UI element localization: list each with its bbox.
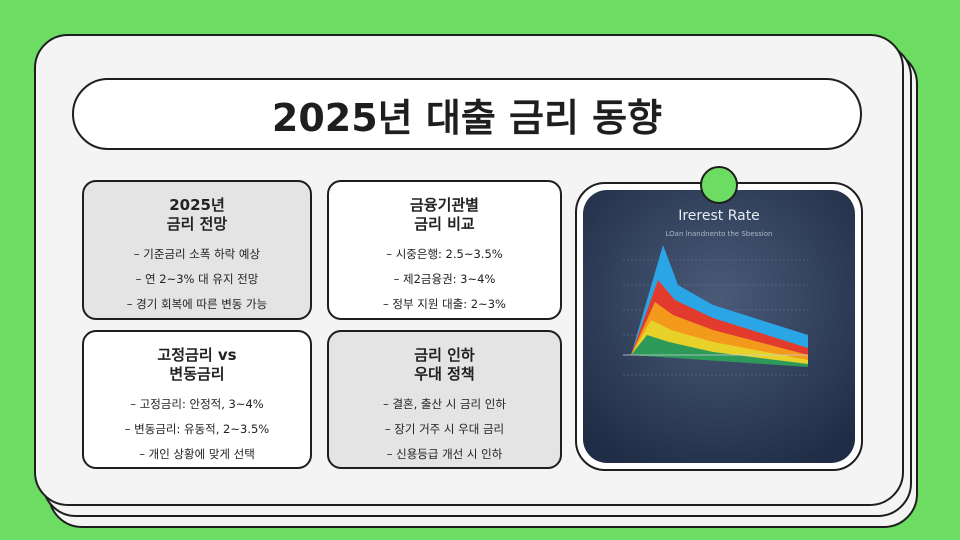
- card-title-line: 변동금리: [169, 365, 225, 383]
- info-card: 고정금리 vs 변동금리 – 고정금리: 안정적, 3~4% – 변동금리: 유동적,…: [82, 330, 312, 469]
- card-title: 고정금리 vs 변동금리: [84, 346, 310, 384]
- card-title-line: 금융기관별: [409, 196, 479, 214]
- card-item: – 제2금융권: 3~4%: [393, 272, 496, 286]
- image-subtitle: LOan lnandnento the Sbession: [666, 230, 773, 238]
- card-title-line: 우대 정책: [414, 365, 475, 383]
- card-title-line: 금리 비교: [414, 215, 475, 233]
- card-item: – 장기 거주 시 우대 금리: [384, 422, 505, 436]
- card-item: – 연 2~3% 대 유지 전망: [135, 272, 259, 286]
- image-title: Irerest Rate: [678, 208, 760, 224]
- card-title-line: 금리 전망: [166, 215, 228, 233]
- card-item: – 결혼, 출산 시 금리 인하: [383, 397, 506, 411]
- area: [631, 335, 808, 367]
- chart-image: Irerest Rate LOan lnandnento the Sbessio…: [583, 190, 855, 463]
- card-item: – 시중은행: 2.5~3.5%: [386, 247, 503, 261]
- card-title-line: 고정금리 vs: [157, 346, 237, 364]
- card-item: – 경기 회복에 따른 변동 가능: [126, 297, 268, 311]
- info-card: 금융기관별 금리 비교 – 시중은행: 2.5~3.5% – 제2금융권: 3~4% –…: [327, 180, 562, 320]
- card-item: – 정부 지원 대출: 2~3%: [383, 297, 506, 311]
- card-item: – 신용등급 개선 시 인하: [386, 447, 503, 461]
- card-title: 2025년 금리 전망: [84, 196, 310, 234]
- card-item: – 고정금리: 안정적, 3~4%: [130, 397, 264, 411]
- info-card: 2025년 금리 전망 – 기준금리 소폭 하락 예상 – 연 2~3% 대 유지 전…: [82, 180, 312, 320]
- card-item: – 변동금리: 유동적, 2~3.5%: [124, 422, 270, 436]
- info-card: 금리 인하 우대 정책 – 결혼, 출산 시 금리 인하 – 장기 거주 시 우대 금…: [327, 330, 562, 469]
- card-item: – 개인 상황에 맞게 선택: [139, 447, 255, 461]
- card-title: 금융기관별 금리 비교: [329, 196, 560, 234]
- card-title-line: 금리 인하: [414, 346, 475, 364]
- card-item: – 기준금리 소폭 하락 예상: [133, 247, 261, 261]
- title: 2025년 대출 금리 동향: [72, 78, 862, 150]
- card-title-line: 2025년: [169, 196, 225, 214]
- card-title: 금리 인하 우대 정책: [329, 346, 560, 384]
- pin: [700, 166, 738, 204]
